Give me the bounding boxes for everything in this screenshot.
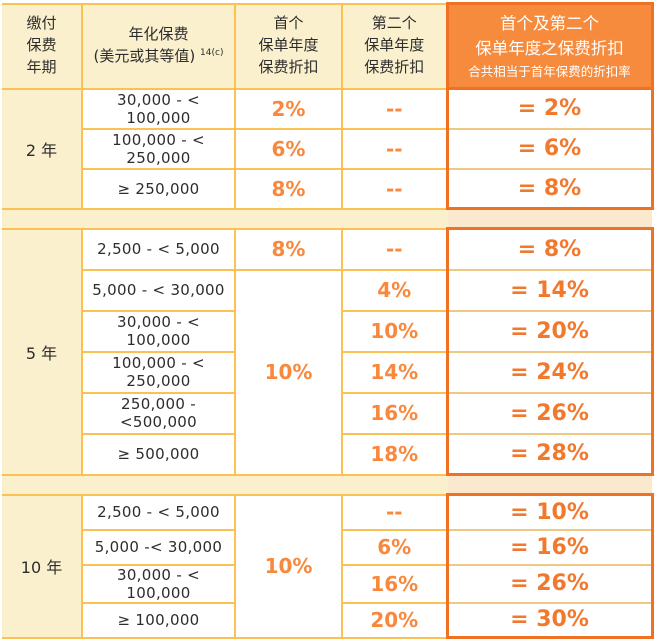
combined-discount-cell: = 30% (445, 601, 654, 639)
range-cell: ≥ 500,000 (81, 432, 236, 476)
combined-discount-cell: = 20% (445, 309, 654, 353)
combined-discount-cell: = 6% (445, 127, 654, 170)
header-text: 保单年度 (258, 36, 319, 55)
header-annualized-premium: 年化保费 (美元或其等值) 14(c) (81, 2, 236, 90)
range-cell: ≥ 250,000 (81, 167, 236, 210)
header-text: 保费 (26, 36, 57, 55)
header-combined-discount: 首个及第二个 保单年度之保费折扣 合共相当于首年保费的折扣率 (445, 2, 654, 90)
header-text: 第二个 (371, 14, 417, 33)
table-row: 100,000 - < 250,000 6% -- = 6% (2, 127, 654, 170)
header-text: 保费折扣 (364, 57, 425, 76)
first-year-discount-merged-cell: 10% (234, 268, 343, 476)
second-year-discount-cell: -- (341, 127, 448, 170)
table-row: 5,000 -< 30,000 6% = 16% (2, 528, 654, 566)
section-2-year: 2 年 30,000 - < 100,000 2% -- = 2% 100,00… (2, 87, 654, 210)
combined-discount-cell: = 28% (445, 432, 654, 476)
combined-discount-cell: = 10% (445, 493, 654, 531)
header-text: 保费折扣 (258, 57, 319, 76)
combined-discount-cell: = 16% (445, 528, 654, 566)
second-year-discount-cell: -- (341, 227, 448, 271)
combined-discount-cell: = 26% (445, 563, 654, 604)
range-cell: 5,000 - < 30,000 (81, 268, 236, 312)
first-year-discount-merged-cell: 10% (234, 493, 343, 639)
range-cell: 2,500 - < 5,000 (81, 493, 236, 531)
header-second-year-discount: 第二个 保单年度 保费折扣 (341, 2, 448, 90)
section-10-year: 10 年 2,500 - < 5,000 10% -- = 10% 5,000 … (2, 493, 654, 639)
header-text: 缴付 (26, 14, 57, 33)
second-year-discount-cell: 14% (341, 350, 448, 394)
table-row: 5,000 - < 30,000 10% 4% = 14% (2, 268, 654, 476)
second-year-discount-cell: 10% (341, 309, 448, 353)
table-header: 缴付 保费 年期 年化保费 (美元或其等值) 14(c) 首个 保单年度 保费折… (2, 2, 654, 90)
second-year-discount-cell: 4% (341, 268, 448, 312)
header-text: 保单年度之保费折扣 (475, 38, 624, 58)
first-year-discount-cell: 8% (234, 227, 343, 271)
second-year-discount-cell: 6% (341, 528, 448, 566)
range-cell: 100,000 - < 250,000 (81, 350, 236, 394)
table-row: 2 年 30,000 - < 100,000 2% -- = 2% (2, 87, 654, 210)
combined-discount-cell: = 26% (445, 391, 654, 435)
range-cell: 30,000 - < 100,000 (81, 309, 236, 353)
range-cell: 2,500 - < 5,000 (81, 227, 236, 271)
term-cell: 5 年 (2, 227, 83, 476)
header-text: 年期 (26, 57, 57, 76)
separator-band (2, 207, 652, 230)
combined-discount-cell: = 2% (445, 87, 654, 130)
second-year-discount-cell: -- (341, 87, 448, 130)
table-row: 10 年 2,500 - < 5,000 10% -- = 10% (2, 493, 654, 639)
header-text: 首个及第二个 (500, 14, 599, 33)
first-year-discount-cell: 8% (234, 167, 343, 210)
separator-band (2, 473, 652, 496)
table-row: ≥ 100,000 20% = 30% (2, 601, 654, 639)
table-row: 100,000 - < 250,000 14% = 24% (2, 350, 654, 394)
header-payment-term: 缴付 保费 年期 (2, 2, 83, 90)
range-cell: 100,000 - < 250,000 (81, 127, 236, 170)
header-text: (美元或其等值) 14(c) (93, 47, 224, 65)
second-year-discount-cell: 16% (341, 563, 448, 604)
table-row: ≥ 250,000 8% -- = 8% (2, 167, 654, 210)
second-year-discount-cell: 18% (341, 432, 448, 476)
header-text: 保单年度 (364, 36, 425, 55)
range-cell: ≥ 100,000 (81, 601, 236, 639)
table-row: 5 年 2,500 - < 5,000 8% -- = 8% (2, 227, 654, 476)
second-year-discount-cell: 16% (341, 391, 448, 435)
range-cell: 30,000 - < 100,000 (81, 87, 236, 130)
footnote-superscript: 14(c) (200, 48, 224, 58)
header-text: 年化保费 (128, 25, 189, 44)
section-separator (2, 207, 652, 230)
second-year-discount-cell: 20% (341, 601, 448, 639)
table-row: 250,000 - <500,000 16% = 26% (2, 391, 654, 435)
header-first-year-discount: 首个 保单年度 保费折扣 (234, 2, 343, 90)
table-row: ≥ 500,000 18% = 28% (2, 432, 654, 476)
table-row: 30,000 - < 100,000 10% = 20% (2, 309, 654, 353)
combined-discount-cell: = 14% (445, 268, 654, 312)
second-year-discount-cell: -- (341, 493, 448, 531)
first-year-discount-cell: 2% (234, 87, 343, 130)
term-cell: 2 年 (2, 87, 83, 210)
header-text: 首个 (273, 14, 304, 33)
range-cell: 5,000 -< 30,000 (81, 528, 236, 566)
first-year-discount-cell: 6% (234, 127, 343, 170)
range-cell: 30,000 - < 100,000 (81, 563, 236, 604)
range-cell: 250,000 - <500,000 (81, 391, 236, 435)
table-row: 30,000 - < 100,000 16% = 26% (2, 563, 654, 604)
term-cell: 10 年 (2, 493, 83, 639)
combined-discount-cell: = 24% (445, 350, 654, 394)
combined-discount-cell: = 8% (445, 167, 654, 210)
header-subtitle: 合共相当于首年保费的折扣率 (468, 63, 631, 79)
second-year-discount-cell: -- (341, 167, 448, 210)
section-separator (2, 473, 652, 496)
combined-discount-cell: = 8% (445, 227, 654, 271)
section-5-year: 5 年 2,500 - < 5,000 8% -- = 8% 5,000 - <… (2, 227, 654, 476)
